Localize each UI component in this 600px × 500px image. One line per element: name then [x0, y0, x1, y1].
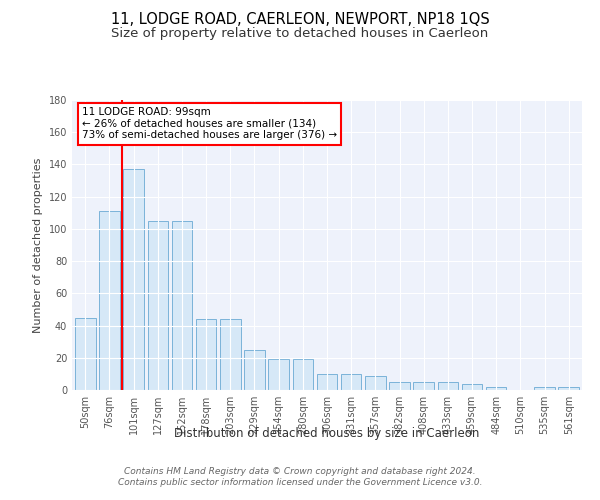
- Bar: [365, 376, 386, 390]
- Bar: [172, 221, 192, 390]
- Bar: [124, 170, 144, 390]
- Text: Size of property relative to detached houses in Caerleon: Size of property relative to detached ho…: [112, 28, 488, 40]
- Bar: [559, 387, 579, 390]
- Bar: [341, 374, 361, 390]
- Bar: [293, 360, 313, 390]
- Text: 11, LODGE ROAD, CAERLEON, NEWPORT, NP18 1QS: 11, LODGE ROAD, CAERLEON, NEWPORT, NP18 …: [110, 12, 490, 28]
- Bar: [196, 319, 217, 390]
- Text: Contains HM Land Registry data © Crown copyright and database right 2024.
Contai: Contains HM Land Registry data © Crown c…: [118, 468, 482, 487]
- Bar: [268, 360, 289, 390]
- Text: 11 LODGE ROAD: 99sqm
← 26% of detached houses are smaller (134)
73% of semi-deta: 11 LODGE ROAD: 99sqm ← 26% of detached h…: [82, 108, 337, 140]
- Y-axis label: Number of detached properties: Number of detached properties: [33, 158, 43, 332]
- Bar: [148, 221, 168, 390]
- Bar: [462, 384, 482, 390]
- Bar: [244, 350, 265, 390]
- Bar: [220, 319, 241, 390]
- Bar: [389, 382, 410, 390]
- Bar: [317, 374, 337, 390]
- Bar: [413, 382, 434, 390]
- Text: Distribution of detached houses by size in Caerleon: Distribution of detached houses by size …: [175, 428, 479, 440]
- Bar: [486, 387, 506, 390]
- Bar: [437, 382, 458, 390]
- Bar: [99, 211, 120, 390]
- Bar: [534, 387, 555, 390]
- Bar: [75, 318, 95, 390]
